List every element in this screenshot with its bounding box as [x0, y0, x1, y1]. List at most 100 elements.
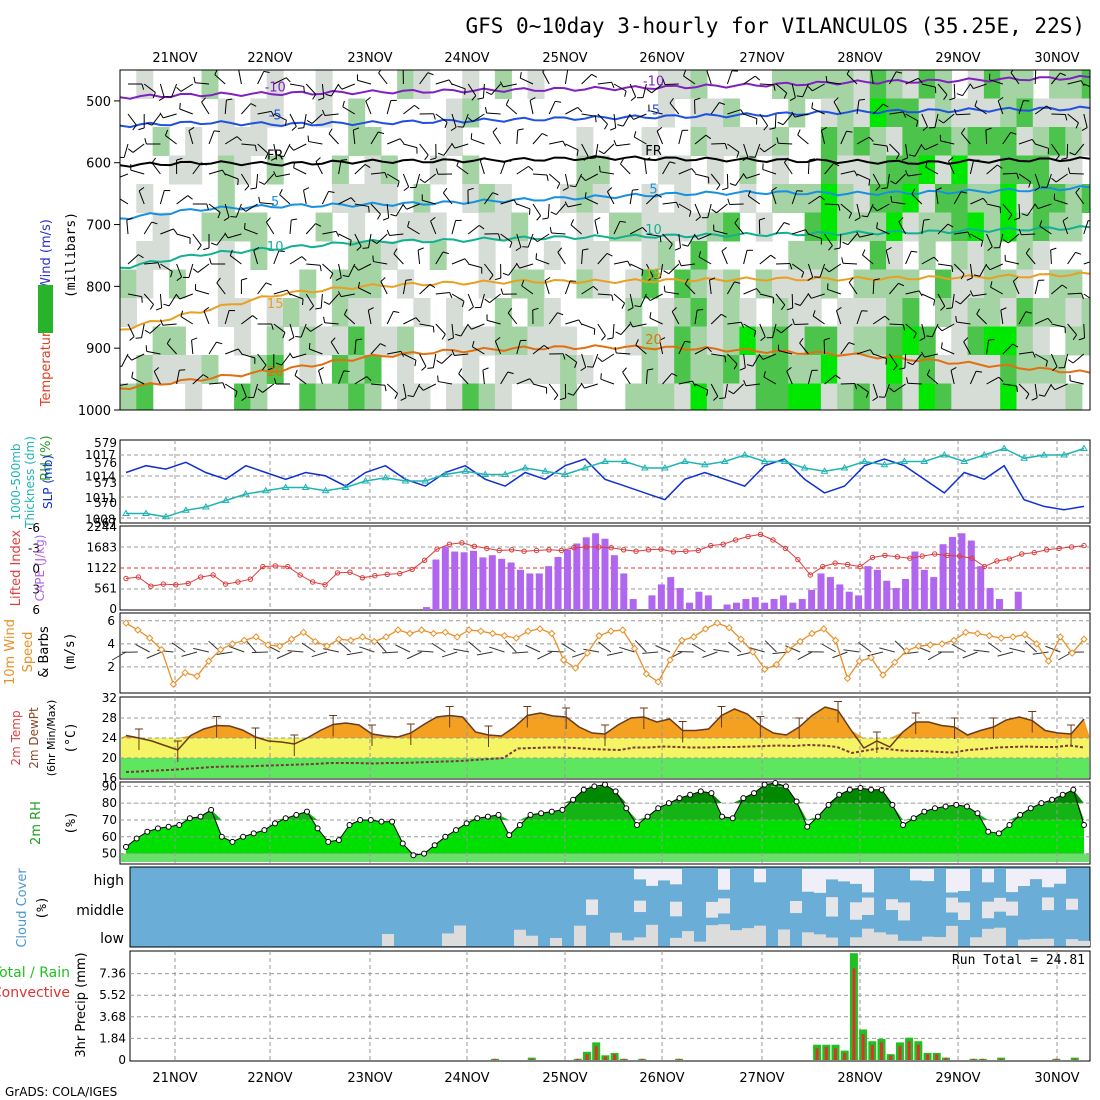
- precip-conv-bar: [622, 1058, 626, 1060]
- rh-cell: [951, 355, 969, 384]
- isotherm-line: [120, 271, 1090, 331]
- wind-barb: [484, 298, 490, 304]
- wind-barb: [273, 171, 277, 177]
- wind-barb: [146, 122, 153, 126]
- rh-point: [804, 823, 811, 830]
- wind-barb: [763, 376, 777, 385]
- wind-barb: [940, 140, 955, 145]
- cape-label: CAPE (J/kg): [33, 535, 47, 602]
- wind-barb: [318, 97, 325, 101]
- precip-conv-bar: [916, 1044, 920, 1060]
- cape-bar: [742, 599, 750, 610]
- wind-barb: [306, 263, 321, 266]
- wind-barb: [966, 277, 973, 281]
- wind-barb: [882, 103, 889, 108]
- wind-barb: [276, 173, 291, 178]
- wind-barb: [565, 319, 579, 325]
- wind-barb: [678, 341, 686, 355]
- wind-barb: [656, 126, 663, 132]
- wind-barb: [201, 97, 207, 103]
- rh-cell: [217, 155, 235, 185]
- wind-barb: [956, 321, 971, 325]
- wind-barb: [976, 313, 987, 325]
- rh-cell: [478, 326, 496, 356]
- rh-cell: [527, 298, 545, 327]
- rh-cell: [951, 298, 969, 327]
- wind-barb: [633, 131, 637, 138]
- wind-barb: [497, 233, 501, 240]
- rh-cell: [201, 212, 219, 242]
- rh-cell: [788, 269, 806, 299]
- wind-barb: [376, 233, 388, 244]
- rh-cell: [690, 355, 708, 384]
- wind-barb: [1002, 383, 1017, 387]
- rh-cell: [217, 127, 235, 156]
- rh-cell: [820, 326, 838, 356]
- rh-point: [857, 785, 864, 792]
- wind-barb: [532, 133, 543, 145]
- thickness-line: [126, 447, 1085, 518]
- wind-barb: [627, 260, 631, 267]
- li-tick: 0: [32, 562, 40, 576]
- wind-barb: [394, 393, 399, 399]
- cape-bar: [563, 549, 571, 610]
- wind-barb: [570, 224, 582, 235]
- rh-cell: [935, 355, 952, 384]
- wind-barb: [799, 337, 804, 344]
- slp-tick: 1011: [85, 491, 116, 505]
- wind-barb: [597, 113, 608, 125]
- wind-barb: [450, 126, 457, 132]
- wind10m-barb: [346, 651, 363, 656]
- wind10m-barb: [702, 651, 718, 658]
- wind-barb: [548, 383, 559, 396]
- wind-barb: [489, 274, 494, 281]
- date-label: 30NOV: [1034, 1071, 1079, 1086]
- wind-barb: [941, 323, 955, 332]
- wind-barb: [273, 143, 277, 158]
- wind-barb: [607, 187, 613, 193]
- precip-conv-bar: [907, 1041, 911, 1060]
- wind-barb: [224, 136, 238, 145]
- wind-barb: [320, 293, 323, 308]
- rh-cell: [820, 383, 838, 410]
- wind-barb: [254, 145, 257, 152]
- wind-barb: [549, 227, 552, 234]
- wind-barb: [216, 233, 226, 246]
- wind-barb: [581, 249, 584, 265]
- rh-cell: [788, 241, 806, 270]
- wind-barb: [1021, 233, 1036, 236]
- wind-barb: [244, 228, 258, 235]
- rh-cell: [772, 127, 789, 156]
- rh-cell: [886, 212, 904, 242]
- wind-barb: [224, 232, 229, 239]
- wind-barb: [1025, 311, 1032, 314]
- precip-conv-bar: [677, 1058, 681, 1060]
- cloud-cell-high: [826, 869, 838, 880]
- wind-barb: [581, 285, 594, 295]
- rh-tick: 80: [102, 796, 117, 810]
- wind-barb: [856, 136, 870, 145]
- wind-barb: [1063, 353, 1069, 368]
- svg-text:RH (%) Temperature (°C): RH (%) Temperature (°C) Wind (m/s): [39, 219, 54, 481]
- wind10m-barb: [843, 649, 860, 653]
- rh-cell: [380, 241, 398, 270]
- rh-cell: [951, 98, 969, 128]
- rh-cell: [250, 383, 268, 410]
- wind-barb: [402, 173, 410, 188]
- li-line: [125, 533, 1085, 587]
- wind-barb: [890, 196, 893, 203]
- wind-speed-point: [926, 641, 934, 649]
- wind-barb: [919, 337, 926, 341]
- wind-barb: [1067, 292, 1082, 295]
- wind-barb: [678, 259, 682, 266]
- wind-barb: [1032, 351, 1036, 358]
- wind-barb: [1083, 323, 1086, 339]
- rh-point: [250, 830, 257, 837]
- temp-tick: 32: [102, 691, 117, 705]
- wind-barb: [770, 254, 776, 260]
- wind10m-barb: [997, 651, 1014, 657]
- wind-barb: [138, 127, 145, 131]
- wind-barb: [600, 378, 615, 385]
- wind-barb: [875, 185, 881, 191]
- rh-cell: [299, 298, 317, 327]
